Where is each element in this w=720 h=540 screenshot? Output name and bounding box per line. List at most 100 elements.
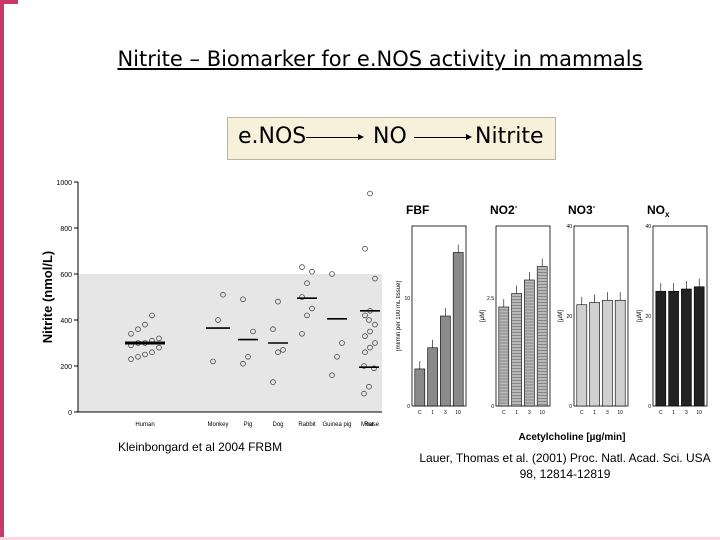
data-point [339,340,345,346]
y-axis-label: Nitrite (nmol/L) [40,251,55,343]
slide-frame-bottom [0,537,720,540]
panel-ytick: 0 [491,404,494,410]
data-point [135,354,141,360]
shared-xlabel: Acetylcholine [µg/min] [519,432,626,443]
panel-ylabel: [ml/min per 100 mL tissue] [396,281,402,351]
right-figure-caption: Lauer, Thomas et al. (2001) Proc. Natl. … [419,451,711,481]
y-tick-label: 600 [60,272,72,279]
data-point [135,326,141,333]
data-point [240,360,246,367]
category-label: Rabbit [298,422,316,428]
data-point [362,312,368,319]
pathway-enos: e.NOS [238,124,307,149]
data-point [367,344,373,351]
bar-category: 10 [539,410,545,416]
data-point [149,312,155,319]
panel-ylabel: [µM] [558,310,564,322]
bar [614,299,626,407]
slide-frame-top [0,0,18,4]
bar-category: 1 [593,410,596,416]
normal-range-band [78,274,382,412]
data-point [275,298,281,305]
bar-category: 1 [515,410,518,416]
panel-ylabel: [µM] [637,310,643,322]
panel-ytick: 20 [645,314,651,320]
pathway-box [227,117,556,160]
data-point [372,275,378,282]
panel-ytick: 10 [404,296,410,302]
pathway-arrow-1 [306,134,364,140]
data-point [270,326,276,333]
panel-title: NO2- [490,202,518,217]
bar [440,315,451,407]
data-point [362,349,368,356]
panel-title: NOx [647,203,670,219]
data-point [128,356,134,362]
bar-category: C [580,410,584,416]
data-point [280,347,286,353]
bar [589,302,600,407]
panel-ytick: 0 [648,404,651,410]
bar-category: 3 [528,410,531,416]
panel-ytick: 2.5 [487,296,494,302]
data-point [361,390,367,397]
data-point [309,268,315,275]
data-point [220,291,226,298]
bar [681,288,692,407]
data-point [366,383,372,390]
left-figure-caption: Kleinbongard et al 2004 FRBM [118,440,283,454]
slide-frame-left [0,0,4,540]
data-point [142,351,148,358]
bar-category: 10 [455,410,461,416]
data-point [149,349,155,356]
data-point [210,358,216,365]
pathway-nitrite: Nitrite [475,124,544,149]
category-label: Rat [364,422,374,428]
bar-panel: NO2- [µM] 0 2.5 C 1 3 10 [480,202,551,416]
bar [576,304,588,407]
bar-category: 1 [672,410,675,416]
bar-panel: NOx [µM] 0 20 40 C 1 3 10 [637,203,708,416]
bar [414,368,426,407]
panel-ytick: 0 [407,404,410,410]
category-label: Guinea pig [322,422,351,428]
data-point [275,349,281,356]
data-point [156,335,162,342]
data-point [362,245,368,252]
data-point [270,379,276,385]
y-tick-label: 800 [60,226,72,233]
bar [668,290,679,407]
data-point [366,317,372,323]
bar-category: 10 [696,410,702,416]
data-point [329,372,335,379]
category-label: Pig [244,422,253,428]
panel-title: FBF [406,203,429,217]
data-point [156,344,162,351]
data-point [299,294,305,300]
data-point [309,305,315,312]
bar [602,299,613,407]
category-label: Mouse [361,422,380,428]
bar [452,252,464,407]
data-point [299,264,305,270]
bar-category: 3 [685,410,688,416]
panel-ytick: 40 [566,224,572,230]
y-tick-label: 1000 [56,180,72,187]
category-label: Dog [272,422,283,428]
panel-ytick: 0 [569,404,572,410]
slide-title: Nitrite – Biomarker for e.NOS activity i… [117,47,643,71]
panel-ylabel: [µM] [480,310,486,322]
data-point [128,331,134,337]
bar [693,286,705,407]
bar-category: C [418,410,422,416]
data-point [304,312,310,319]
bar-category: 3 [606,410,609,416]
bar [511,293,522,407]
y-tick-label: 0 [68,410,72,417]
data-point [240,296,246,303]
category-label: Human [135,422,154,428]
data-point [215,317,221,323]
data-point [367,190,373,197]
pathway-arrow-2 [414,134,472,140]
data-point [334,354,340,360]
